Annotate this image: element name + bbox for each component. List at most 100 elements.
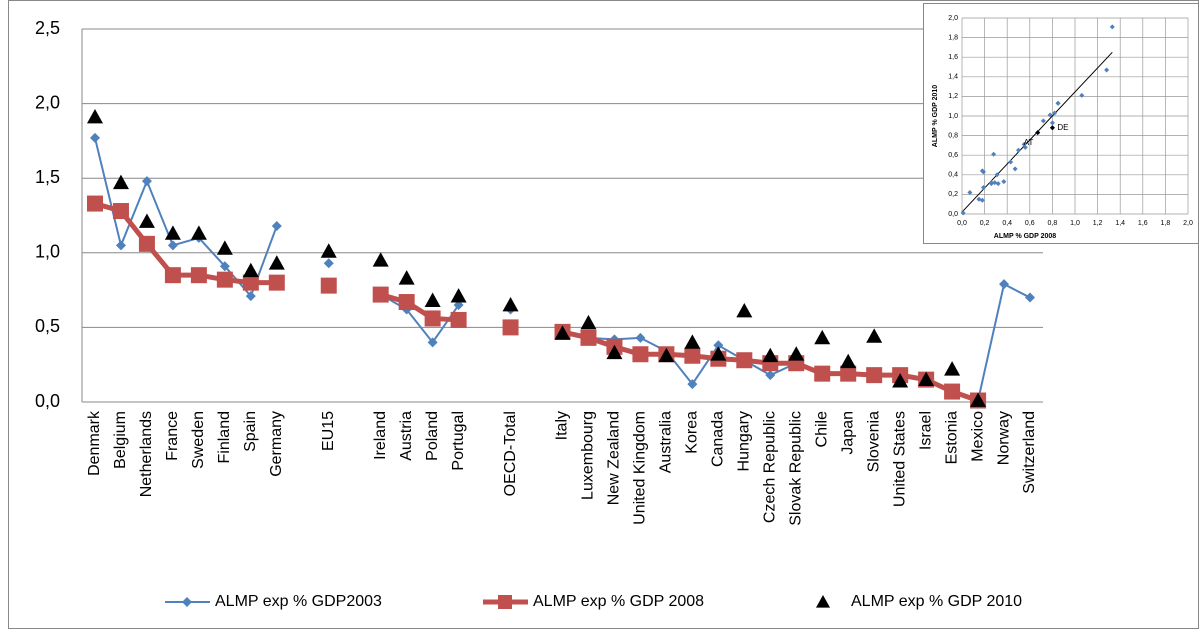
point [502, 319, 519, 336]
point [1001, 179, 1007, 185]
point [268, 274, 285, 291]
point [736, 302, 753, 318]
y-tick-label: 1,6 [948, 54, 958, 61]
x-tick-label: Ireland [372, 411, 389, 460]
point [736, 352, 753, 369]
x-tick-label: 0,0 [957, 220, 967, 227]
point [219, 261, 230, 272]
point [606, 344, 623, 360]
inset-frame [923, 3, 1199, 244]
x-tick-label: 0,6 [1025, 220, 1035, 227]
x-tick-label: Italy [554, 411, 571, 440]
point [86, 109, 103, 124]
x-tick-label: France [164, 411, 181, 461]
point [814, 365, 831, 382]
point [710, 346, 727, 361]
y-tick-label: 1,2 [948, 93, 958, 100]
point [424, 310, 441, 327]
point [1008, 159, 1014, 165]
point [216, 271, 233, 288]
x-tick-label: United States [891, 411, 908, 507]
point [216, 240, 233, 255]
point [372, 252, 389, 267]
point [967, 189, 973, 195]
point [138, 235, 155, 252]
y-tick-label: 2,0 [948, 15, 958, 22]
y-tick-label: 1,4 [948, 74, 958, 81]
y-tick-label: 0,0 [35, 391, 60, 411]
point [398, 270, 415, 285]
point [1047, 112, 1053, 118]
x-tick-label: 0,8 [1048, 220, 1058, 227]
point [635, 332, 646, 343]
x-tick-label: 1,8 [1161, 220, 1171, 227]
point [684, 334, 701, 349]
x-tick-label: EU15 [320, 411, 337, 451]
point [684, 347, 701, 364]
point [580, 314, 597, 330]
point [632, 346, 649, 363]
y-tick-label: 2,0 [35, 92, 60, 112]
x-tick-label: Japan [839, 411, 856, 455]
x-tick-label: Belgium [112, 411, 129, 469]
x-tick-label: Mexico [969, 411, 986, 462]
y-tick-label: 0,2 [948, 191, 958, 198]
x-tick-label: 1,2 [1093, 220, 1103, 227]
x-tick-label: Hungary [736, 411, 753, 471]
point [892, 373, 909, 388]
point [138, 213, 155, 228]
point [988, 180, 994, 186]
point [1025, 292, 1036, 303]
point [999, 279, 1010, 290]
y-tick-label: 1,8 [948, 34, 958, 41]
y-tick-label: 1,0 [35, 242, 60, 262]
point [1055, 100, 1061, 106]
point [141, 176, 152, 187]
point [866, 328, 883, 343]
point [994, 172, 1000, 178]
x-tick-label: Germany [268, 411, 285, 477]
point [398, 294, 415, 311]
point [86, 195, 103, 212]
point [1052, 110, 1058, 116]
point [89, 132, 100, 143]
point [427, 337, 438, 348]
annotation: AT [1024, 138, 1034, 147]
y-axis-label: ALMP % GDP 2010 [932, 85, 939, 147]
point [1049, 125, 1055, 131]
point [979, 168, 985, 174]
x-axis-label: ALMP % GDP 2008 [994, 233, 1056, 240]
point [991, 151, 997, 157]
x-tick-label: New Zealand [606, 411, 623, 505]
x-tick-label: Luxembourg [580, 411, 597, 500]
legend-label: ALMP exp % GDP2003 [215, 593, 382, 610]
x-tick-label: Chile [813, 411, 830, 448]
point [1021, 141, 1027, 147]
x-tick-label: Israel [917, 411, 934, 450]
point [1049, 120, 1055, 126]
point [1040, 118, 1046, 124]
x-tick-label: Estonia [943, 411, 960, 464]
point [271, 220, 282, 231]
x-tick-label: Canada [710, 411, 727, 467]
point [866, 367, 883, 384]
point [944, 383, 961, 400]
point [167, 240, 178, 251]
x-tick-label: Slovenia [865, 411, 882, 472]
x-tick-label: 0,4 [1002, 220, 1012, 227]
point [372, 286, 389, 303]
point [320, 243, 337, 258]
point [918, 371, 935, 387]
point [164, 225, 181, 240]
point [164, 267, 181, 284]
point [502, 297, 519, 312]
x-tick-label: 1,4 [1115, 220, 1125, 227]
point [944, 361, 961, 376]
y-tick-label: 2,5 [35, 18, 60, 38]
x-tick-label: Australia [658, 411, 675, 473]
x-tick-label: 1,6 [1138, 220, 1148, 227]
y-tick-label: 0,5 [35, 316, 60, 336]
x-tick-label: Sweden [190, 411, 207, 469]
annotation: DE [1057, 123, 1068, 132]
x-tick-label: Korea [684, 411, 701, 454]
